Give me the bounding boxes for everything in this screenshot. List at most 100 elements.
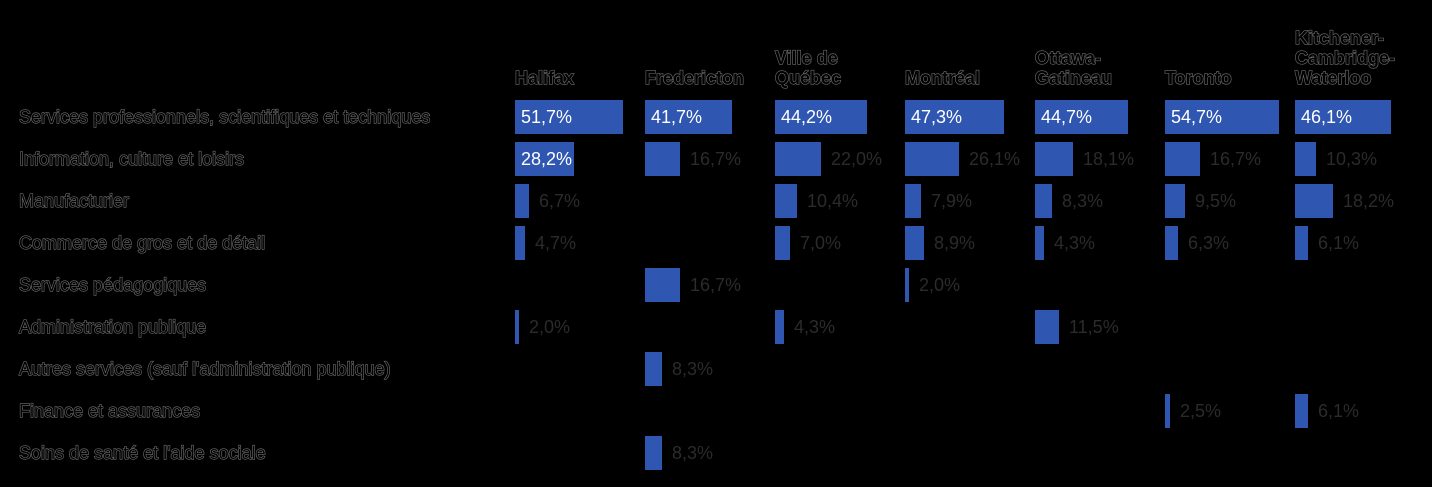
city-header-line: Cambridge- — [1295, 48, 1395, 68]
bar-ottawa-gatineau-commerce-de-gros-et-de-detail — [1035, 226, 1044, 260]
value-label-ottawa-gatineau-services-professionnels-scientifiques-et-techniques: 44,7% — [1041, 107, 1092, 127]
bar-kitchener-cambridge-waterloo-services-professionnels-scientifiques-et-techniques — [1295, 100, 1391, 134]
value-label-ottawa-gatineau-administration-publique: 11,5% — [1069, 317, 1119, 337]
city-header-line: Fredericton — [645, 68, 744, 88]
bar-toronto-finance-et-assurances — [1165, 394, 1170, 428]
bar-ville-de-quebec-information-culture-et-loisirs — [775, 142, 821, 176]
bar-kitchener-cambridge-waterloo-commerce-de-gros-et-de-detail — [1295, 226, 1308, 260]
bar-montreal-commerce-de-gros-et-de-detail — [905, 226, 924, 260]
city-header-line: Kitchener- — [1295, 28, 1384, 48]
value-label-montreal-services-pedagogiques: 2,0% — [919, 275, 960, 295]
city-header-line: Montréal — [905, 68, 980, 88]
value-label-toronto-commerce-de-gros-et-de-detail: 6,3% — [1188, 233, 1229, 253]
city-headers: Halifax Fredericton Ville de Québec Montréal… — [514, 27, 1395, 88]
row-label-commerce-de-gros-et-de-detail: Commerce de gros et de détail — [19, 233, 265, 253]
value-label-ville-de-quebec-commerce-de-gros-et-de-detail: 7,0% — [800, 233, 841, 253]
value-label-fredericton-services-professionnels-scientifiques-et-techniques: 41,7% — [651, 107, 702, 127]
value-label-fredericton-services-pedagogiques: 16,7% — [690, 275, 741, 295]
bar-kitchener-cambridge-waterloo-information-culture-et-loisirs — [1295, 142, 1316, 176]
city-header-fredericton: Fredericton — [645, 68, 744, 88]
city-header-ottawa-gatineau: Ottawa-Gatineau — [1035, 48, 1112, 88]
row-label-finance-et-assurances: Finance et assurances — [19, 401, 200, 421]
city-header-line: Waterloo — [1295, 68, 1371, 88]
city-header-toronto: Toronto — [1165, 68, 1232, 88]
value-label-montreal-information-culture-et-loisirs: 26,1% — [969, 149, 1020, 169]
value-label-halifax-manufacturier: 6,7% — [539, 191, 580, 211]
value-label-ottawa-gatineau-information-culture-et-loisirs: 18,1% — [1083, 149, 1134, 169]
value-label-halifax-administration-publique: 2,0% — [529, 317, 570, 337]
value-label-kitchener-cambridge-waterloo-services-professionnels-scientifiques-et-techniques: 46,1% — [1301, 107, 1352, 127]
bar-ottawa-gatineau-services-professionnels-scientifiques-et-techniques — [1035, 100, 1128, 134]
city-header-montreal: Montréal — [905, 68, 980, 88]
bar-halifax-administration-publique — [515, 310, 519, 344]
bar-montreal-manufacturier — [905, 184, 921, 218]
bar-kitchener-cambridge-waterloo-manufacturier — [1295, 184, 1333, 218]
bar-toronto-information-culture-et-loisirs — [1165, 142, 1200, 176]
value-label-toronto-services-professionnels-scientifiques-et-techniques: 54,7% — [1171, 107, 1222, 127]
row-label-information-culture-et-loisirs: Information, culture et loisirs — [19, 149, 244, 169]
city-header-line: Gatineau — [1035, 68, 1112, 88]
bar-ottawa-gatineau-information-culture-et-loisirs — [1035, 142, 1073, 176]
bar-montreal-services-pedagogiques — [905, 268, 909, 302]
row-label-autres-services-sauf-l-administration-publique: Autres services (sauf l'administration p… — [19, 359, 391, 379]
value-label-ville-de-quebec-services-professionnels-scientifiques-et-techniques: 44,2% — [781, 107, 832, 127]
value-label-ville-de-quebec-manufacturier: 10,4% — [807, 191, 858, 211]
bar-ville-de-quebec-manufacturier — [775, 184, 797, 218]
value-label-halifax-commerce-de-gros-et-de-detail: 4,7% — [535, 233, 576, 253]
value-label-fredericton-information-culture-et-loisirs: 16,7% — [690, 149, 741, 169]
bar-ottawa-gatineau-administration-publique — [1035, 310, 1059, 344]
row-label-manufacturier: Manufacturier — [19, 191, 129, 211]
value-label-toronto-finance-et-assurances: 2,5% — [1180, 401, 1221, 421]
bar-fredericton-information-culture-et-loisirs — [645, 142, 680, 176]
value-label-montreal-commerce-de-gros-et-de-detail: 8,9% — [934, 233, 975, 253]
value-label-kitchener-cambridge-waterloo-commerce-de-gros-et-de-detail: 6,1% — [1318, 233, 1359, 253]
bar-toronto-commerce-de-gros-et-de-detail — [1165, 226, 1178, 260]
city-header-line: Halifax — [515, 68, 574, 88]
row-label-administration-publique: Administration publique — [19, 317, 206, 337]
value-label-kitchener-cambridge-waterloo-manufacturier: 18,2% — [1343, 191, 1394, 211]
value-label-ville-de-quebec-information-culture-et-loisirs: 22,0% — [831, 149, 882, 169]
bars: 51,7% 28,2% 6,7% 4,7% 2,0% 41,7% 16,7% 16,7% 8,3… — [515, 100, 1394, 470]
value-label-kitchener-cambridge-waterloo-information-culture-et-loisirs: 10,3% — [1326, 149, 1377, 169]
row-label-services-pedagogiques: Services pédagogiques — [19, 275, 206, 295]
city-header-halifax: Halifax — [515, 68, 574, 88]
bar-montreal-services-professionnels-scientifiques-et-techniques — [905, 100, 1004, 134]
bar-halifax-commerce-de-gros-et-de-detail — [515, 226, 525, 260]
value-label-montreal-services-professionnels-scientifiques-et-techniques: 47,3% — [911, 107, 962, 127]
bar-halifax-manufacturier — [515, 184, 529, 218]
value-label-kitchener-cambridge-waterloo-finance-et-assurances: 6,1% — [1318, 401, 1359, 421]
bar-halifax-information-culture-et-loisirs — [515, 142, 574, 176]
bar-halifax-services-professionnels-scientifiques-et-techniques — [515, 100, 623, 134]
city-header-line: Ville de — [775, 48, 838, 68]
bar-ville-de-quebec-administration-publique — [775, 310, 784, 344]
row-label-soins-de-sante-et-l-aide-sociale: Soins de santé et l'aide sociale — [19, 443, 266, 463]
city-header-kitchener-cambridge-waterloo: Kitchener-Cambridge-Waterloo — [1295, 28, 1395, 88]
bar-montreal-information-culture-et-loisirs — [905, 142, 959, 176]
value-label-fredericton-soins-de-sante-et-l-aide-sociale: 8,3% — [672, 443, 713, 463]
bar-fredericton-services-professionnels-scientifiques-et-techniques — [645, 100, 732, 134]
bar-fredericton-soins-de-sante-et-l-aide-sociale — [645, 436, 662, 470]
value-label-ottawa-gatineau-commerce-de-gros-et-de-detail: 4,3% — [1054, 233, 1095, 253]
value-label-montreal-manufacturier: 7,9% — [931, 191, 972, 211]
row-labels: Services professionnels, scientifiques e… — [18, 106, 430, 463]
value-label-halifax-services-professionnels-scientifiques-et-techniques: 51,7% — [521, 107, 572, 127]
bar-toronto-services-professionnels-scientifiques-et-techniques — [1165, 100, 1279, 134]
row-label-services-professionnels-scientifiques-et-techniques: Services professionnels, scientifiques e… — [19, 107, 430, 127]
bar-fredericton-autres-services-sauf-l-administration-publique — [645, 352, 662, 386]
city-header-line: Québec — [775, 68, 841, 88]
value-label-toronto-information-culture-et-loisirs: 16,7% — [1210, 149, 1261, 169]
city-header-line: Ottawa- — [1035, 48, 1101, 68]
value-label-fredericton-autres-services-sauf-l-administration-publique: 8,3% — [672, 359, 713, 379]
value-label-halifax-information-culture-et-loisirs: 28,2% — [521, 149, 572, 169]
bar-ville-de-quebec-commerce-de-gros-et-de-detail — [775, 226, 790, 260]
bar-ville-de-quebec-services-professionnels-scientifiques-et-techniques — [775, 100, 867, 134]
bar-ottawa-gatineau-manufacturier — [1035, 184, 1052, 218]
city-header-ville-de-quebec: Ville de Québec — [775, 48, 841, 88]
value-label-ottawa-gatineau-manufacturier: 8,3% — [1062, 191, 1103, 211]
city-header-line: Toronto — [1165, 68, 1232, 88]
value-label-toronto-manufacturier: 9,5% — [1195, 191, 1236, 211]
bar-fredericton-services-pedagogiques — [645, 268, 680, 302]
bar-toronto-manufacturier — [1165, 184, 1185, 218]
value-label-ville-de-quebec-administration-publique: 4,3% — [794, 317, 835, 337]
